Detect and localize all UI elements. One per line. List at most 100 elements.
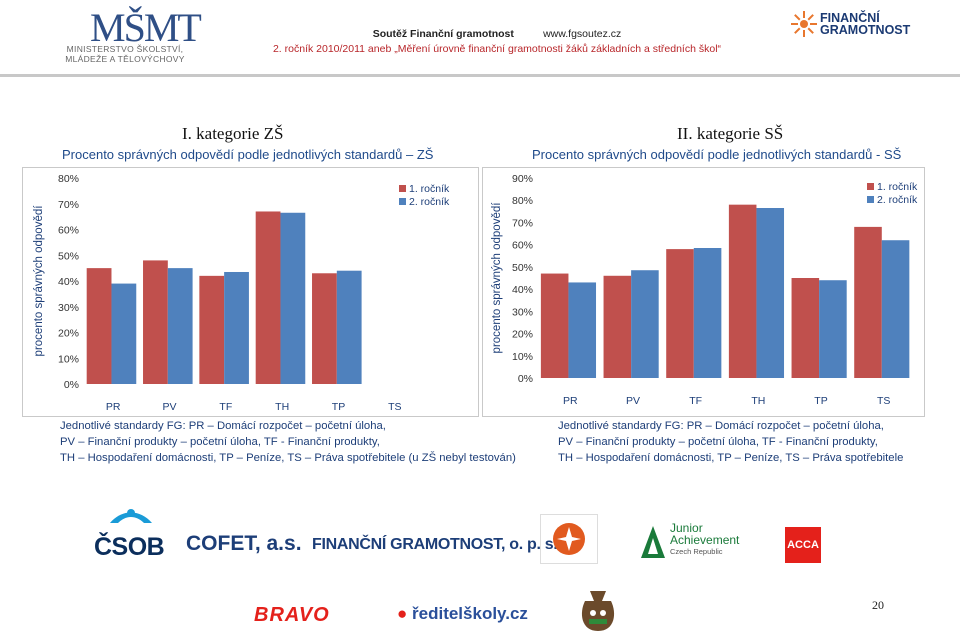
bar-tp-series-1: [791, 278, 820, 378]
x-tick-label: PR: [563, 395, 578, 407]
x-tick-label: TS: [877, 395, 890, 407]
y-tick-label: 20%: [58, 328, 79, 340]
legend-swatch-series-2: [399, 198, 406, 205]
bar-tp-series-1: [312, 273, 337, 384]
bar-th-series-1: [728, 204, 757, 378]
bar-tf-series-1: [666, 249, 694, 378]
y-tick-label: 0%: [64, 379, 79, 391]
x-tick-label: PV: [626, 395, 640, 407]
y-tick-label: 60%: [512, 240, 533, 252]
y-tick-label: 30%: [512, 306, 533, 318]
fg-logo-line2: GRAMOTNOST: [820, 23, 911, 37]
ja-line2: Achievement: [670, 533, 740, 547]
right-description: Jednotlivé standardy FG: PR – Domácí roz…: [558, 418, 903, 466]
maltese-badge-icon: [553, 523, 585, 555]
y-tick-label: 10%: [512, 351, 533, 363]
x-tick-label: TS: [388, 401, 401, 413]
msmt-line1: MINISTERSTVO ŠKOLSTVÍ,: [66, 44, 184, 54]
junior-achievement-logo: Junior Achievement Czech Republic: [640, 522, 750, 564]
right-chart: procento správných odpovědí 0% 10% 20% 30% 40…: [491, 173, 918, 407]
y-axis-label: procento správných odpovědí: [491, 202, 503, 354]
legend-label-series-1: 1. ročník: [409, 183, 450, 195]
legend-swatch-series-1: [867, 183, 874, 190]
bar-th-series-1: [255, 211, 281, 384]
right-desc-line3: TH – Hospodaření domácnosti, TP – Peníze…: [558, 452, 904, 464]
contest-name: Soutěž Finanční gramotnost: [372, 28, 514, 40]
right-chart-frame: procento správných odpovědí 0% 10% 20% 30% 40…: [482, 167, 925, 417]
badge-logo: [540, 514, 598, 564]
ja-line3: Czech Republic: [670, 547, 723, 556]
y-tick-label: 80%: [58, 173, 79, 185]
left-chart-heading: Procento správných odpovědí podle jednot…: [62, 147, 434, 162]
sunburst-icon: [791, 11, 817, 37]
legend-swatch-series-2: [867, 196, 874, 203]
y-tick-label: 50%: [58, 250, 79, 262]
bar-pv-series-2: [631, 270, 659, 378]
reditel-skoly-logo: ● ředitelškoly.cz: [397, 604, 528, 624]
bar-pv-series-1: [603, 275, 632, 378]
x-tick-label: TF: [689, 395, 702, 407]
y-tick-label: 50%: [512, 262, 533, 274]
y-tick-label: 10%: [58, 353, 79, 365]
bar-tf-series-2: [693, 248, 722, 378]
header-divider: [0, 74, 960, 77]
ja-text: Junior Achievement Czech Republic: [670, 522, 739, 558]
right-category-title: II. kategorie SŠ: [677, 124, 784, 143]
y-tick-label: 60%: [58, 225, 79, 237]
msmt-logo: MŠMT MINISTERSTVO ŠKOLSTVÍ, MLÁDEŽE A TĚ…: [60, 4, 202, 68]
contest-website: www.fgsoutez.cz: [543, 28, 622, 40]
right-desc-line2: PV – Finanční produkty – početní úloha, …: [558, 436, 878, 448]
csob-wave-icon: [110, 509, 152, 523]
reditel-skoly-text: ředitelškoly.cz: [412, 604, 528, 623]
flag-icon: ●: [397, 604, 408, 623]
y-axis-label: procento správných odpovědí: [33, 205, 45, 357]
left-chart: procento správných odpovědí 0% 10% 20% 30% 40…: [33, 173, 450, 413]
contest-subtitle: 2. ročník 2010/2011 aneb „Měření úrovně …: [272, 43, 722, 55]
right-chart-heading: Procento správných odpovědí podle jednot…: [532, 147, 902, 162]
page-number: 20: [872, 598, 884, 612]
y-tick-label: 80%: [512, 195, 533, 207]
fg-ops-logo: FINANČNÍ GRAMOTNOST, o. p. s.: [312, 536, 558, 553]
left-description: Jednotlivé standardy FG: PR – Domácí roz…: [60, 418, 516, 466]
bar-th-series-2: [756, 208, 785, 378]
fg-logo-line1: FINANČNÍ: [820, 11, 880, 25]
mascot-logo: [575, 583, 621, 635]
bar-pr-series-2: [568, 282, 597, 378]
bar-tf-series-2: [224, 271, 249, 384]
bar-tp-series-2: [819, 280, 847, 378]
msmt-line2: MLÁDEŽE A TĚLOVÝCHOVY: [65, 54, 185, 64]
csob-logo-text: ČSOB: [94, 533, 165, 561]
left-category-title: I. kategorie ZŠ: [182, 124, 284, 143]
bar-pr-series-2: [111, 283, 137, 384]
fg-logo-text: FINANČNÍ GRAMOTNOST: [820, 11, 911, 37]
legend-label-series-2: 2. ročník: [877, 194, 918, 206]
bar-ts-series-1: [854, 226, 882, 378]
y-tick-label: 30%: [58, 302, 79, 314]
ja-tree-icon: [641, 526, 665, 558]
legend-swatch-series-1: [399, 185, 406, 192]
left-desc-line2: PV – Finanční produkty – početní úloha, …: [60, 436, 380, 448]
bar-pr-series-1: [540, 273, 569, 378]
x-tick-label: TF: [219, 401, 232, 413]
csob-logo: ČSOB: [94, 505, 168, 561]
acca-logo: ACCA: [785, 527, 821, 563]
msmt-logo-text: MINISTERSTVO ŠKOLSTVÍ, MLÁDEŽE A TĚLOVÝC…: [60, 44, 190, 64]
y-tick-label: 40%: [512, 284, 533, 296]
bravo-logo: BRAVO: [254, 604, 330, 626]
bar-th-series-2: [280, 212, 306, 384]
ja-line1: Junior: [670, 521, 703, 535]
x-tick-label: TH: [751, 395, 765, 407]
legend-label-series-1: 1. ročník: [877, 181, 918, 193]
y-tick-label: 70%: [58, 199, 79, 211]
left-desc-line3: TH – Hospodaření domácnosti, TP – Peníze…: [60, 452, 516, 464]
y-tick-label: 40%: [58, 276, 79, 288]
right-desc-line1: Jednotlivé standardy FG: PR – Domácí roz…: [558, 420, 884, 432]
financni-gramotnost-logo: FINANČNÍ GRAMOTNOST: [790, 6, 910, 46]
bar-tp-series-2: [336, 270, 362, 384]
bar-pv-series-1: [143, 260, 168, 384]
left-chart-frame: procento správných odpovědí 0% 10% 20% 30% 40…: [22, 167, 479, 417]
left-desc-line1: Jednotlivé standardy FG: PR – Domácí roz…: [60, 420, 386, 432]
x-tick-label: PV: [162, 401, 176, 413]
x-tick-label: TP: [814, 395, 827, 407]
msmt-logo-letters: MŠMT: [90, 5, 202, 50]
